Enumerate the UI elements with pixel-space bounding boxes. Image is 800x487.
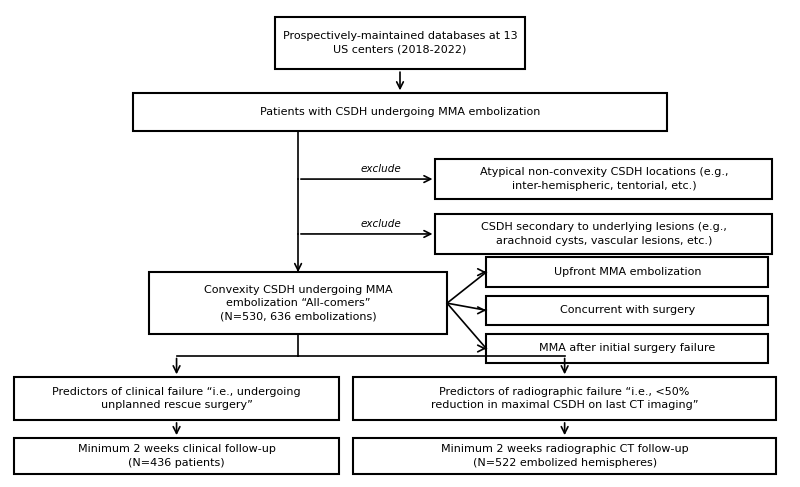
FancyBboxPatch shape — [14, 377, 339, 420]
Text: Atypical non-convexity CSDH locations (e.g.,
inter-hemispheric, tentorial, etc.): Atypical non-convexity CSDH locations (e… — [479, 167, 728, 191]
FancyBboxPatch shape — [14, 438, 339, 474]
FancyBboxPatch shape — [486, 257, 769, 287]
FancyBboxPatch shape — [134, 93, 666, 131]
Text: Upfront MMA embolization: Upfront MMA embolization — [554, 267, 701, 277]
Text: Predictors of radiographic failure “i.e., <50%
reduction in maximal CSDH on last: Predictors of radiographic failure “i.e.… — [431, 387, 698, 411]
Text: Minimum 2 weeks clinical follow-up
(N=436 patients): Minimum 2 weeks clinical follow-up (N=43… — [78, 444, 275, 468]
FancyBboxPatch shape — [435, 214, 773, 254]
FancyBboxPatch shape — [274, 17, 526, 69]
FancyBboxPatch shape — [149, 272, 447, 334]
FancyBboxPatch shape — [353, 438, 776, 474]
FancyBboxPatch shape — [435, 159, 773, 199]
FancyBboxPatch shape — [486, 334, 769, 363]
Text: Patients with CSDH undergoing MMA embolization: Patients with CSDH undergoing MMA emboli… — [260, 107, 540, 117]
FancyBboxPatch shape — [486, 296, 769, 325]
Text: exclude: exclude — [360, 219, 401, 229]
Text: Prospectively-maintained databases at 13
US centers (2018-2022): Prospectively-maintained databases at 13… — [282, 31, 518, 55]
Text: MMA after initial surgery failure: MMA after initial surgery failure — [539, 343, 715, 354]
Text: Minimum 2 weeks radiographic CT follow-up
(N=522 embolized hemispheres): Minimum 2 weeks radiographic CT follow-u… — [441, 444, 689, 468]
Text: Convexity CSDH undergoing MMA
embolization “All-comers”
(N=530, 636 embolization: Convexity CSDH undergoing MMA embolizati… — [204, 284, 392, 322]
Text: exclude: exclude — [360, 164, 401, 174]
Text: Concurrent with surgery: Concurrent with surgery — [560, 305, 695, 315]
Text: Predictors of clinical failure “i.e., undergoing
unplanned rescue surgery”: Predictors of clinical failure “i.e., un… — [52, 387, 301, 411]
Text: CSDH secondary to underlying lesions (e.g.,
arachnoid cysts, vascular lesions, e: CSDH secondary to underlying lesions (e.… — [481, 222, 726, 246]
FancyBboxPatch shape — [353, 377, 776, 420]
